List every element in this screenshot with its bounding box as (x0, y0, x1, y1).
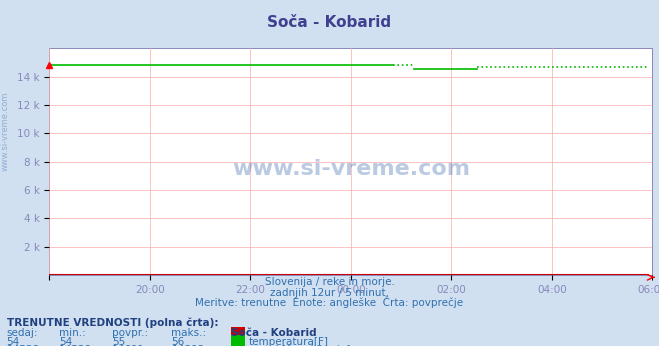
Text: 54: 54 (59, 337, 72, 346)
Text: 55: 55 (112, 337, 125, 346)
Text: Meritve: trenutne  Enote: angleške  Črta: povprečje: Meritve: trenutne Enote: angleške Črta: … (196, 296, 463, 308)
Text: www.si-vreme.com: www.si-vreme.com (1, 92, 10, 171)
Text: www.si-vreme.com: www.si-vreme.com (232, 158, 470, 179)
Text: 54: 54 (7, 337, 20, 346)
Text: Slovenija / reke in morje.: Slovenija / reke in morje. (264, 277, 395, 288)
Text: maks.:: maks.: (171, 328, 206, 338)
Text: 14691: 14691 (112, 345, 145, 346)
Text: sedaj:: sedaj: (7, 328, 38, 338)
Text: temperatura[F]: temperatura[F] (248, 337, 328, 346)
Text: 14808: 14808 (171, 345, 204, 346)
Text: pretok[čevelj3/min]: pretok[čevelj3/min] (248, 345, 351, 346)
Text: zadnjih 12ur / 5 minut.: zadnjih 12ur / 5 minut. (270, 288, 389, 298)
Text: Soča - Kobarid: Soča - Kobarid (268, 15, 391, 30)
Text: 14538: 14538 (7, 345, 40, 346)
Text: Soča - Kobarid: Soča - Kobarid (231, 328, 316, 338)
Text: min.:: min.: (59, 328, 86, 338)
Text: 14538: 14538 (59, 345, 92, 346)
Text: TRENUTNE VREDNOSTI (polna črta):: TRENUTNE VREDNOSTI (polna črta): (7, 318, 218, 328)
Text: 56: 56 (171, 337, 185, 346)
Text: povpr.:: povpr.: (112, 328, 148, 338)
